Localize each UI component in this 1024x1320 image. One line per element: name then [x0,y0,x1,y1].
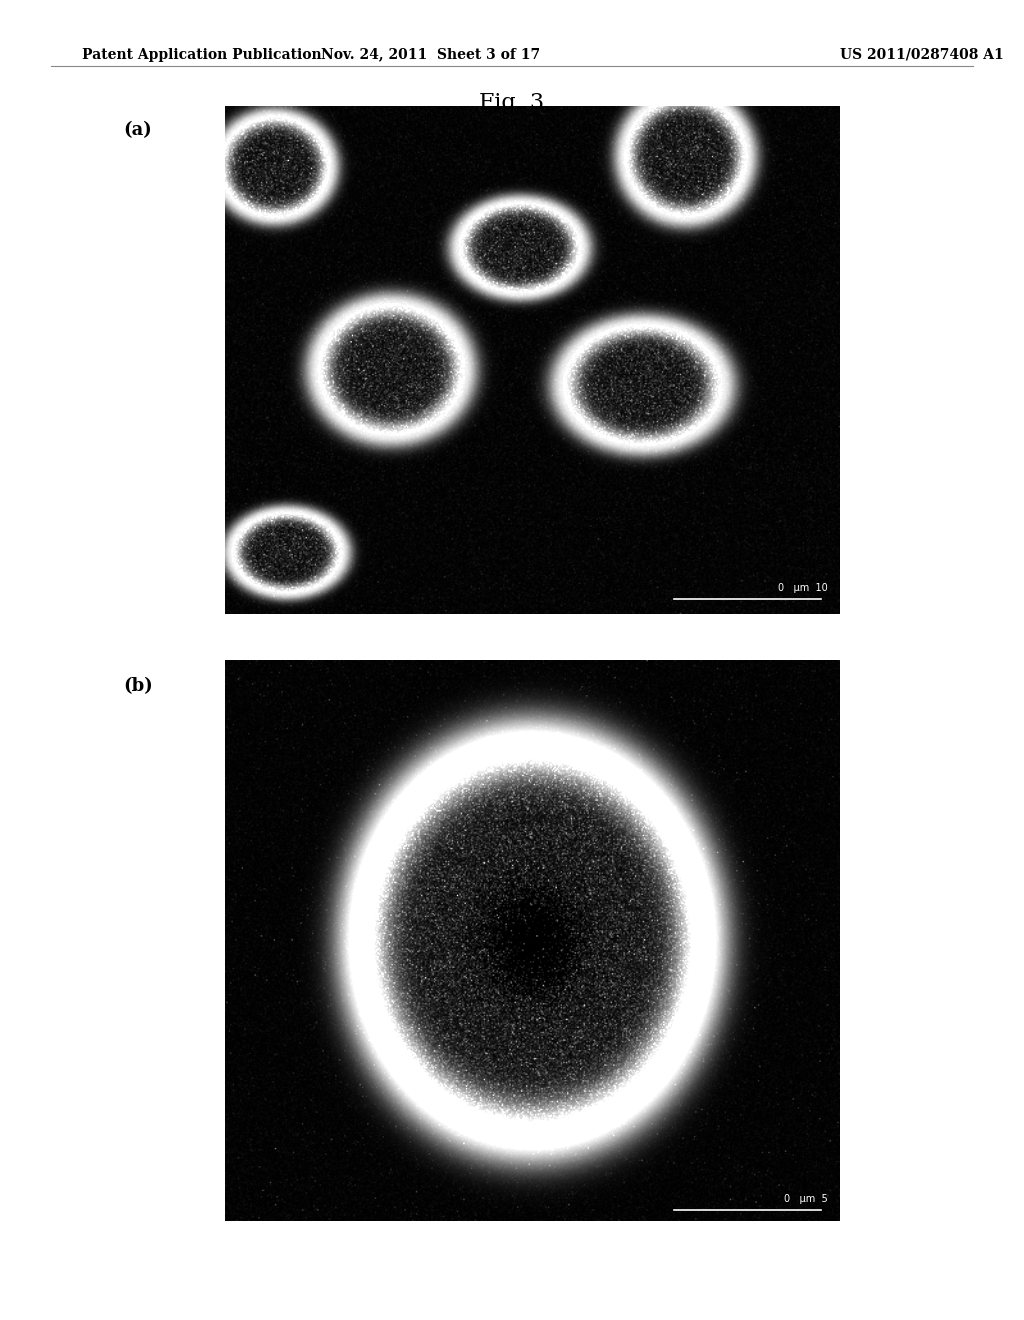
Text: 0   μm  10: 0 μm 10 [777,583,827,594]
Text: US 2011/0287408 A1: US 2011/0287408 A1 [840,48,1004,62]
Point [221,653,233,669]
Text: (b): (b) [123,677,153,694]
Text: (a): (a) [123,121,152,139]
Point [221,99,233,115]
Text: Fig. 3: Fig. 3 [479,92,545,115]
Text: Patent Application Publication: Patent Application Publication [82,48,322,62]
Text: Nov. 24, 2011  Sheet 3 of 17: Nov. 24, 2011 Sheet 3 of 17 [321,48,540,62]
Text: 0   μm  5: 0 μm 5 [783,1195,827,1204]
Point [221,99,233,115]
Point [221,653,233,669]
